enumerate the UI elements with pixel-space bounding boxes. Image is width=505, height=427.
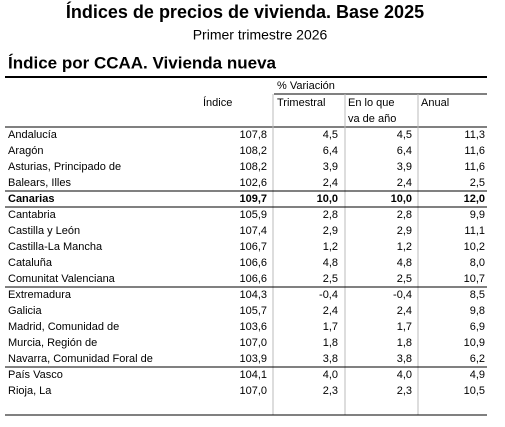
- row-label: Andalucía: [8, 129, 58, 141]
- cell: 3,9: [323, 161, 338, 173]
- cell: -0,4: [319, 289, 338, 301]
- cell: 1,7: [323, 321, 338, 333]
- cell: 107,0: [239, 337, 267, 349]
- cell: 106,7: [239, 241, 267, 253]
- cell: 2,4: [397, 305, 412, 317]
- subtitle: Primer trimestre 2026: [193, 27, 328, 43]
- row-label: Murcia, Región de: [8, 337, 97, 349]
- cell: 1,7: [397, 321, 412, 333]
- cell: 104,3: [239, 289, 267, 301]
- cell: 11,6: [464, 145, 485, 157]
- row-label: Extremadura: [8, 289, 72, 301]
- row-label: Cataluña: [8, 257, 53, 269]
- cell: 107,8: [239, 129, 267, 141]
- cell: 10,7: [464, 273, 485, 285]
- cell: 10,2: [464, 241, 485, 253]
- cell: 107,0: [239, 385, 267, 397]
- cell: 1,8: [397, 337, 412, 349]
- section-title: Índice por CCAA. Vivienda nueva: [8, 53, 277, 72]
- cell: 105,7: [239, 305, 267, 317]
- cell: 11,6: [464, 161, 485, 173]
- cell: 2,4: [397, 177, 412, 189]
- row-label: Rioja, La: [8, 385, 52, 397]
- cell: 1,2: [323, 241, 338, 253]
- cell: 2,8: [397, 209, 412, 221]
- cell: 8,0: [470, 257, 485, 269]
- row-label: Asturias, Principado de: [8, 161, 121, 173]
- cell: 108,2: [239, 145, 267, 157]
- cell: 106,6: [239, 257, 267, 269]
- cell: 3,8: [323, 353, 338, 365]
- cell: 104,1: [239, 369, 267, 381]
- cell: 2,3: [397, 385, 412, 397]
- cell: 2,5: [323, 273, 338, 285]
- cell: 106,6: [239, 273, 267, 285]
- column-header: Trimestral: [277, 97, 325, 109]
- row-label: Comunitat Valenciana: [8, 273, 116, 285]
- row-label: País Vasco: [8, 369, 63, 381]
- cell: -0,4: [393, 289, 412, 301]
- cell: 2,4: [323, 305, 338, 317]
- cell: 2,4: [323, 177, 338, 189]
- cell: 2,9: [323, 225, 338, 237]
- row-label: Navarra, Comunidad Foral de: [8, 353, 153, 365]
- column-header: En lo que: [348, 97, 394, 109]
- cell: 3,9: [397, 161, 412, 173]
- cell: 11,3: [464, 129, 485, 141]
- row-label: Castilla-La Mancha: [8, 241, 103, 253]
- cell: 109,7: [239, 193, 267, 205]
- cell: 11,1: [464, 225, 485, 237]
- cell: 8,5: [470, 289, 485, 301]
- cell: 102,6: [239, 177, 267, 189]
- cell: 4,8: [397, 257, 412, 269]
- cell: 1,8: [323, 337, 338, 349]
- row-label: Galicia: [8, 305, 43, 317]
- title: Índices de precios de vivienda. Base 202…: [66, 1, 424, 22]
- cell: 4,0: [397, 369, 412, 381]
- row-label: Canarias: [8, 193, 54, 205]
- row-label: Castilla y León: [8, 225, 80, 237]
- cell: 6,2: [470, 353, 485, 365]
- column-header: va de año: [348, 113, 396, 125]
- cell: 2,5: [470, 177, 485, 189]
- cell: 10,0: [317, 193, 338, 205]
- row-label: Balears, Illes: [8, 177, 71, 189]
- cell: 4,9: [470, 369, 485, 381]
- cell: 4,0: [323, 369, 338, 381]
- row-label: Cantabria: [8, 209, 57, 221]
- cell: 10,0: [391, 193, 412, 205]
- cell: 4,5: [397, 129, 412, 141]
- column-header: Anual: [421, 97, 449, 109]
- cell: 9,9: [470, 209, 485, 221]
- cell: 105,9: [239, 209, 267, 221]
- cell: 4,8: [323, 257, 338, 269]
- cell: 107,4: [239, 225, 267, 237]
- cell: 108,2: [239, 161, 267, 173]
- cell: 4,5: [323, 129, 338, 141]
- cell: 12,0: [464, 193, 485, 205]
- cell: 3,8: [397, 353, 412, 365]
- cell: 2,3: [323, 385, 338, 397]
- group-header: % Variación: [277, 80, 335, 92]
- cell: 2,5: [397, 273, 412, 285]
- cell: 6,4: [323, 145, 338, 157]
- cell: 9,8: [470, 305, 485, 317]
- cell: 2,8: [323, 209, 338, 221]
- cell: 6,4: [397, 145, 412, 157]
- cell: 1,2: [397, 241, 412, 253]
- cell: 6,9: [470, 321, 485, 333]
- cell: 103,9: [239, 353, 267, 365]
- column-header: Índice: [203, 96, 232, 109]
- cell: 10,5: [464, 385, 485, 397]
- cell: 10,9: [464, 337, 485, 349]
- cell: 103,6: [239, 321, 267, 333]
- row-label: Aragón: [8, 145, 43, 157]
- row-label: Madrid, Comunidad de: [8, 321, 119, 333]
- cell: 2,9: [397, 225, 412, 237]
